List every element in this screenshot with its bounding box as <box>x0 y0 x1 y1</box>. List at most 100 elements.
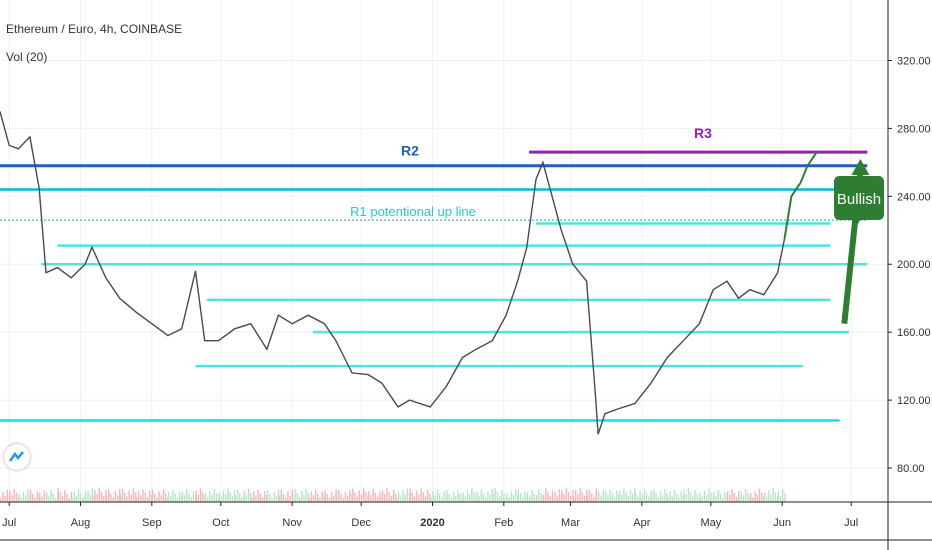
volume-bar <box>478 495 480 502</box>
volume-bar <box>156 497 158 502</box>
volume-bar <box>392 489 395 502</box>
volume-bar <box>471 488 473 502</box>
volume-bar <box>372 488 374 502</box>
volume-bar <box>22 491 25 502</box>
label-r2: R2 <box>401 143 419 159</box>
volume-bar <box>455 495 457 502</box>
volume-bar <box>57 488 59 502</box>
volume-bar <box>727 491 729 502</box>
volume-bar <box>645 492 648 502</box>
volume-bar <box>376 496 379 502</box>
volume-bar <box>418 494 420 502</box>
volume-bar <box>473 492 475 502</box>
volume-bar <box>2 491 4 502</box>
volume-bar <box>733 493 735 502</box>
volume-bar <box>227 488 229 502</box>
volume-bar <box>641 494 643 502</box>
volume-bar <box>429 494 431 502</box>
volume-bar <box>319 497 321 502</box>
volume-bar <box>763 492 766 502</box>
volume-bar <box>112 497 114 502</box>
volume-bar <box>231 496 234 502</box>
volume-bar <box>87 490 89 502</box>
label-r1: R1 potentional up line <box>350 204 476 219</box>
volume-bar <box>108 489 110 502</box>
volume-bar <box>538 489 540 502</box>
volume-bar <box>427 490 429 502</box>
volume-bar <box>496 492 499 502</box>
x-tick-label: May <box>700 517 721 529</box>
volume-bar <box>637 496 639 502</box>
volume-bar <box>772 488 774 502</box>
price-axis: 320.00 280.00 240.00 200.00 160.00 120.00 80.0… <box>888 55 931 475</box>
volume-bar <box>443 491 445 502</box>
arrow-head <box>851 158 870 175</box>
volume-bar <box>512 495 515 502</box>
volume-bar <box>204 493 207 502</box>
volume-bar <box>4 495 6 502</box>
volume-bar <box>662 495 664 502</box>
volume-bar <box>676 493 678 502</box>
volume-bar <box>308 497 310 502</box>
volume-bar <box>331 491 333 502</box>
volume-bar <box>629 490 632 502</box>
volume-bar <box>271 497 273 502</box>
volume-bar <box>170 496 172 502</box>
tradingview-icon <box>8 451 24 462</box>
volume-bar <box>678 497 680 502</box>
volume-bar <box>218 492 220 502</box>
volume-bar <box>715 495 717 502</box>
volume-bar <box>241 496 243 502</box>
volume-bar <box>436 489 439 502</box>
tradingview-logo[interactable] <box>4 444 30 470</box>
volume-bar <box>344 491 347 502</box>
volume-bar <box>545 488 547 502</box>
label-r3: R3 <box>694 125 712 141</box>
volume-bar <box>754 491 756 502</box>
volume-bar <box>294 489 296 502</box>
volume-bar <box>680 491 682 502</box>
volume-bar <box>722 497 724 502</box>
volume-bar <box>367 496 369 502</box>
volume-bar <box>50 490 52 502</box>
volume-bar <box>46 492 48 502</box>
volume-bar <box>15 492 18 502</box>
volume-bar <box>441 497 443 502</box>
volume-bar <box>229 492 231 502</box>
volume-bar <box>186 489 188 502</box>
volume-bar <box>554 491 556 502</box>
volume-bar <box>627 496 629 502</box>
volume-bar <box>352 488 354 502</box>
x-tick-label: Dec <box>351 517 371 529</box>
volume-bar <box>581 492 583 502</box>
volume-bar <box>621 494 623 502</box>
volume-bar <box>354 492 356 502</box>
volume-bar <box>261 497 264 502</box>
volume-bar <box>462 492 464 502</box>
volume-bar <box>434 495 436 502</box>
volume-bar <box>575 490 577 502</box>
volume-bar <box>0 498 2 502</box>
volume-bar <box>128 490 130 502</box>
volume-bar <box>360 494 363 502</box>
volume-bar <box>413 496 416 502</box>
volume-bar <box>643 488 646 502</box>
y-tick-label: 80.00 <box>897 463 925 475</box>
volume-bar <box>482 493 485 502</box>
volume-bar <box>586 495 588 502</box>
volume-bar <box>18 493 20 502</box>
volume-bar <box>116 495 119 502</box>
volume-bar <box>370 494 372 502</box>
volume-bar <box>146 496 149 502</box>
bullish-callout <box>834 176 884 236</box>
volume-bar <box>452 491 455 502</box>
volume-bar <box>567 492 570 502</box>
volume-bar <box>349 489 351 502</box>
volume-bar <box>135 497 138 502</box>
volume-bar <box>301 490 303 502</box>
volume-bar <box>659 491 662 502</box>
volume-bar <box>183 495 186 502</box>
chart-grid <box>0 0 888 502</box>
volume-bar <box>386 488 388 502</box>
